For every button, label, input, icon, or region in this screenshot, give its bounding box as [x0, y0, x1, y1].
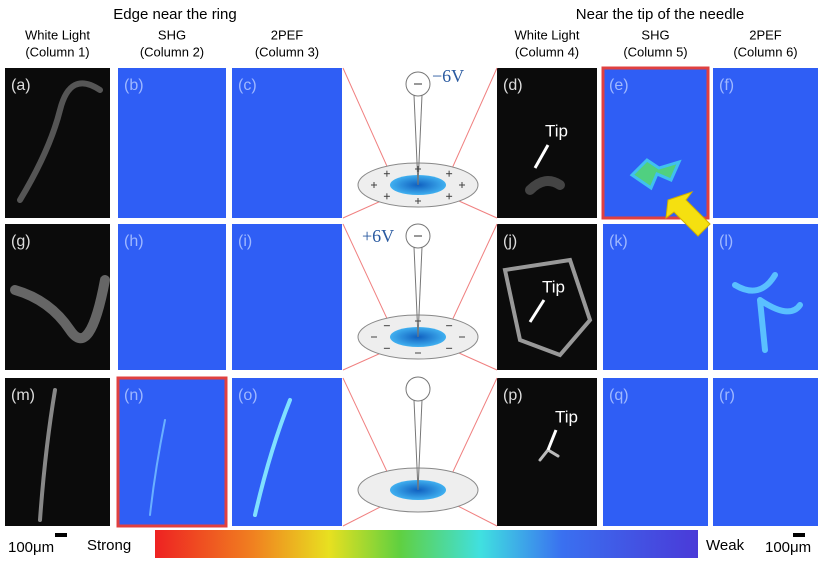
panel-label: (q)	[609, 387, 629, 404]
panel-label: (h)	[124, 233, 144, 250]
panel-label: (o)	[238, 387, 258, 404]
panel-label: (k)	[609, 233, 628, 250]
tip-label: Tip	[542, 277, 565, 296]
column-name: SHG	[158, 27, 186, 42]
column-name: 2PEF	[749, 27, 782, 42]
column-name: SHG	[641, 27, 669, 42]
column-number: (Column 6)	[733, 44, 797, 59]
panel-label: (m)	[11, 387, 35, 404]
panel-label: (f)	[719, 77, 734, 94]
panel-label: (c)	[238, 77, 257, 94]
scale-label: 100μm	[8, 539, 54, 556]
scale-label: 100μm	[765, 539, 811, 556]
voltage: −6V	[432, 66, 464, 86]
guide-line	[343, 68, 390, 173]
column-name: White Light	[25, 27, 90, 42]
panel-label: (d)	[503, 77, 523, 94]
panel-label: (r)	[719, 387, 735, 404]
guide-line	[450, 224, 497, 325]
column-number: (Column 2)	[140, 44, 204, 59]
header: Near the tip of the needle	[576, 6, 744, 23]
column-name: 2PEF	[271, 27, 304, 42]
panel-label: (l)	[719, 233, 733, 250]
panel-label: (g)	[11, 233, 31, 250]
voltage: +6V	[362, 226, 394, 246]
colorbar-label: Weak	[706, 537, 745, 554]
scale-bar	[793, 533, 805, 537]
colorbar-label: Strong	[87, 537, 131, 554]
scale-bar	[55, 533, 67, 537]
panel-label: (j)	[503, 233, 517, 250]
column-name: White Light	[514, 27, 579, 42]
tip-label: Tip	[545, 121, 568, 140]
column-number: (Column 5)	[623, 44, 687, 59]
needle-head	[406, 377, 430, 401]
panel-label: (p)	[503, 387, 523, 404]
guide-line	[343, 378, 390, 478]
panel-label: (a)	[11, 77, 31, 94]
colorbar	[155, 530, 698, 558]
panel-label: (e)	[609, 77, 629, 94]
panel-label: (b)	[124, 77, 144, 94]
tip-label: Tip	[555, 407, 578, 426]
column-number: (Column 4)	[515, 44, 579, 59]
panel-label: (i)	[238, 233, 252, 250]
guide-line	[450, 378, 497, 478]
column-number: (Column 3)	[255, 44, 319, 59]
column-number: (Column 1)	[25, 44, 89, 59]
figure: Edge near the ring Near the tip of the ne…	[0, 0, 821, 560]
header: Edge near the ring	[113, 6, 236, 23]
panel-label: (n)	[124, 387, 144, 404]
